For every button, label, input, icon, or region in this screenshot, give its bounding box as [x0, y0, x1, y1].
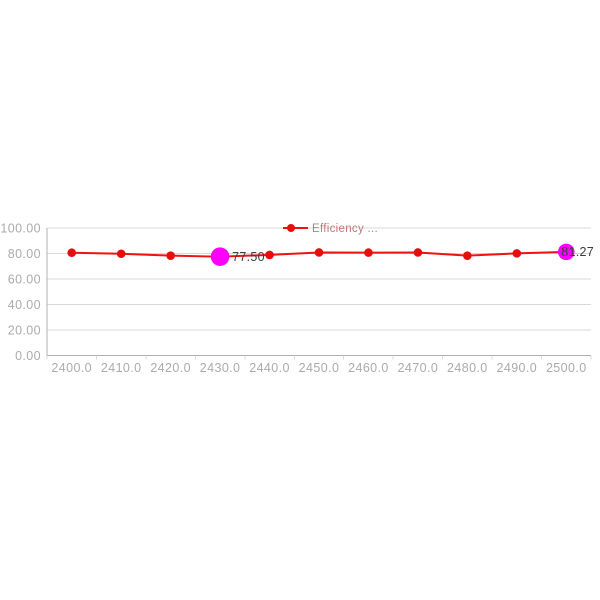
y-tick-label-100.00: 100.00 [0, 221, 41, 235]
y-tick-label-20.00: 20.00 [8, 323, 41, 337]
highlight-point-2500.0[interactable] [557, 243, 575, 261]
x-tick-label-2420.0: 2420.0 [150, 361, 191, 375]
grid [47, 227, 591, 331]
data-label-81.27: 81.27 [561, 245, 594, 259]
data-point-2480.0[interactable] [463, 251, 472, 260]
x-tick-label-2410.0: 2410.0 [101, 361, 142, 375]
y-tick-label-60.00: 60.00 [8, 272, 41, 286]
data-point-2460.0[interactable] [364, 248, 373, 257]
x-tick-label-2440.0: 2440.0 [249, 361, 290, 375]
data-point-2490.0[interactable] [512, 249, 522, 258]
series-efficiency [67, 243, 575, 266]
legend-marker-dot [287, 224, 295, 232]
legend-item[interactable]: Efficiency ... [283, 223, 378, 235]
highlight-point-2430.0[interactable] [210, 247, 230, 266]
data-point-2420.0[interactable] [166, 251, 175, 260]
x-tick-label-2470.0: 2470.0 [398, 361, 439, 375]
data-point-2400.0[interactable] [67, 248, 77, 258]
x-tick-label-2480.0: 2480.0 [447, 361, 488, 375]
annotation-labels: 77.50 81.27 [232, 245, 594, 264]
data-point-2440.0[interactable] [265, 250, 274, 260]
data-point-2470.0[interactable] [413, 248, 423, 257]
axes [46, 228, 592, 360]
y-tick-label-80.00: 80.00 [8, 247, 41, 261]
x-tick-label-2450.0: 2450.0 [299, 361, 340, 375]
x-tick-label-2430.0: 2430.0 [200, 361, 241, 375]
y-tick-label-40.00: 40.00 [8, 298, 41, 312]
x-tick-label-2460.0: 2460.0 [348, 361, 389, 375]
x-axis-labels: 2400.0 2410.0 2420.0 2430.0 2440.0 2450.0 2460… [51, 361, 586, 375]
x-tick-label-2500.0: 2500.0 [546, 361, 587, 375]
data-point-2450.0[interactable] [314, 248, 324, 257]
y-tick-label-0.00: 0.00 [15, 349, 41, 363]
legend-label: Efficiency ... [312, 223, 378, 235]
data-label-77.50: 77.50 [232, 250, 265, 264]
x-tick-label-2400.0: 2400.0 [51, 361, 92, 375]
data-point-2410.0[interactable] [116, 249, 126, 259]
x-tick-label-2490.0: 2490.0 [496, 361, 537, 375]
y-axis-labels: 100.00 80.00 60.00 40.00 20.00 0.00 [0, 221, 41, 363]
